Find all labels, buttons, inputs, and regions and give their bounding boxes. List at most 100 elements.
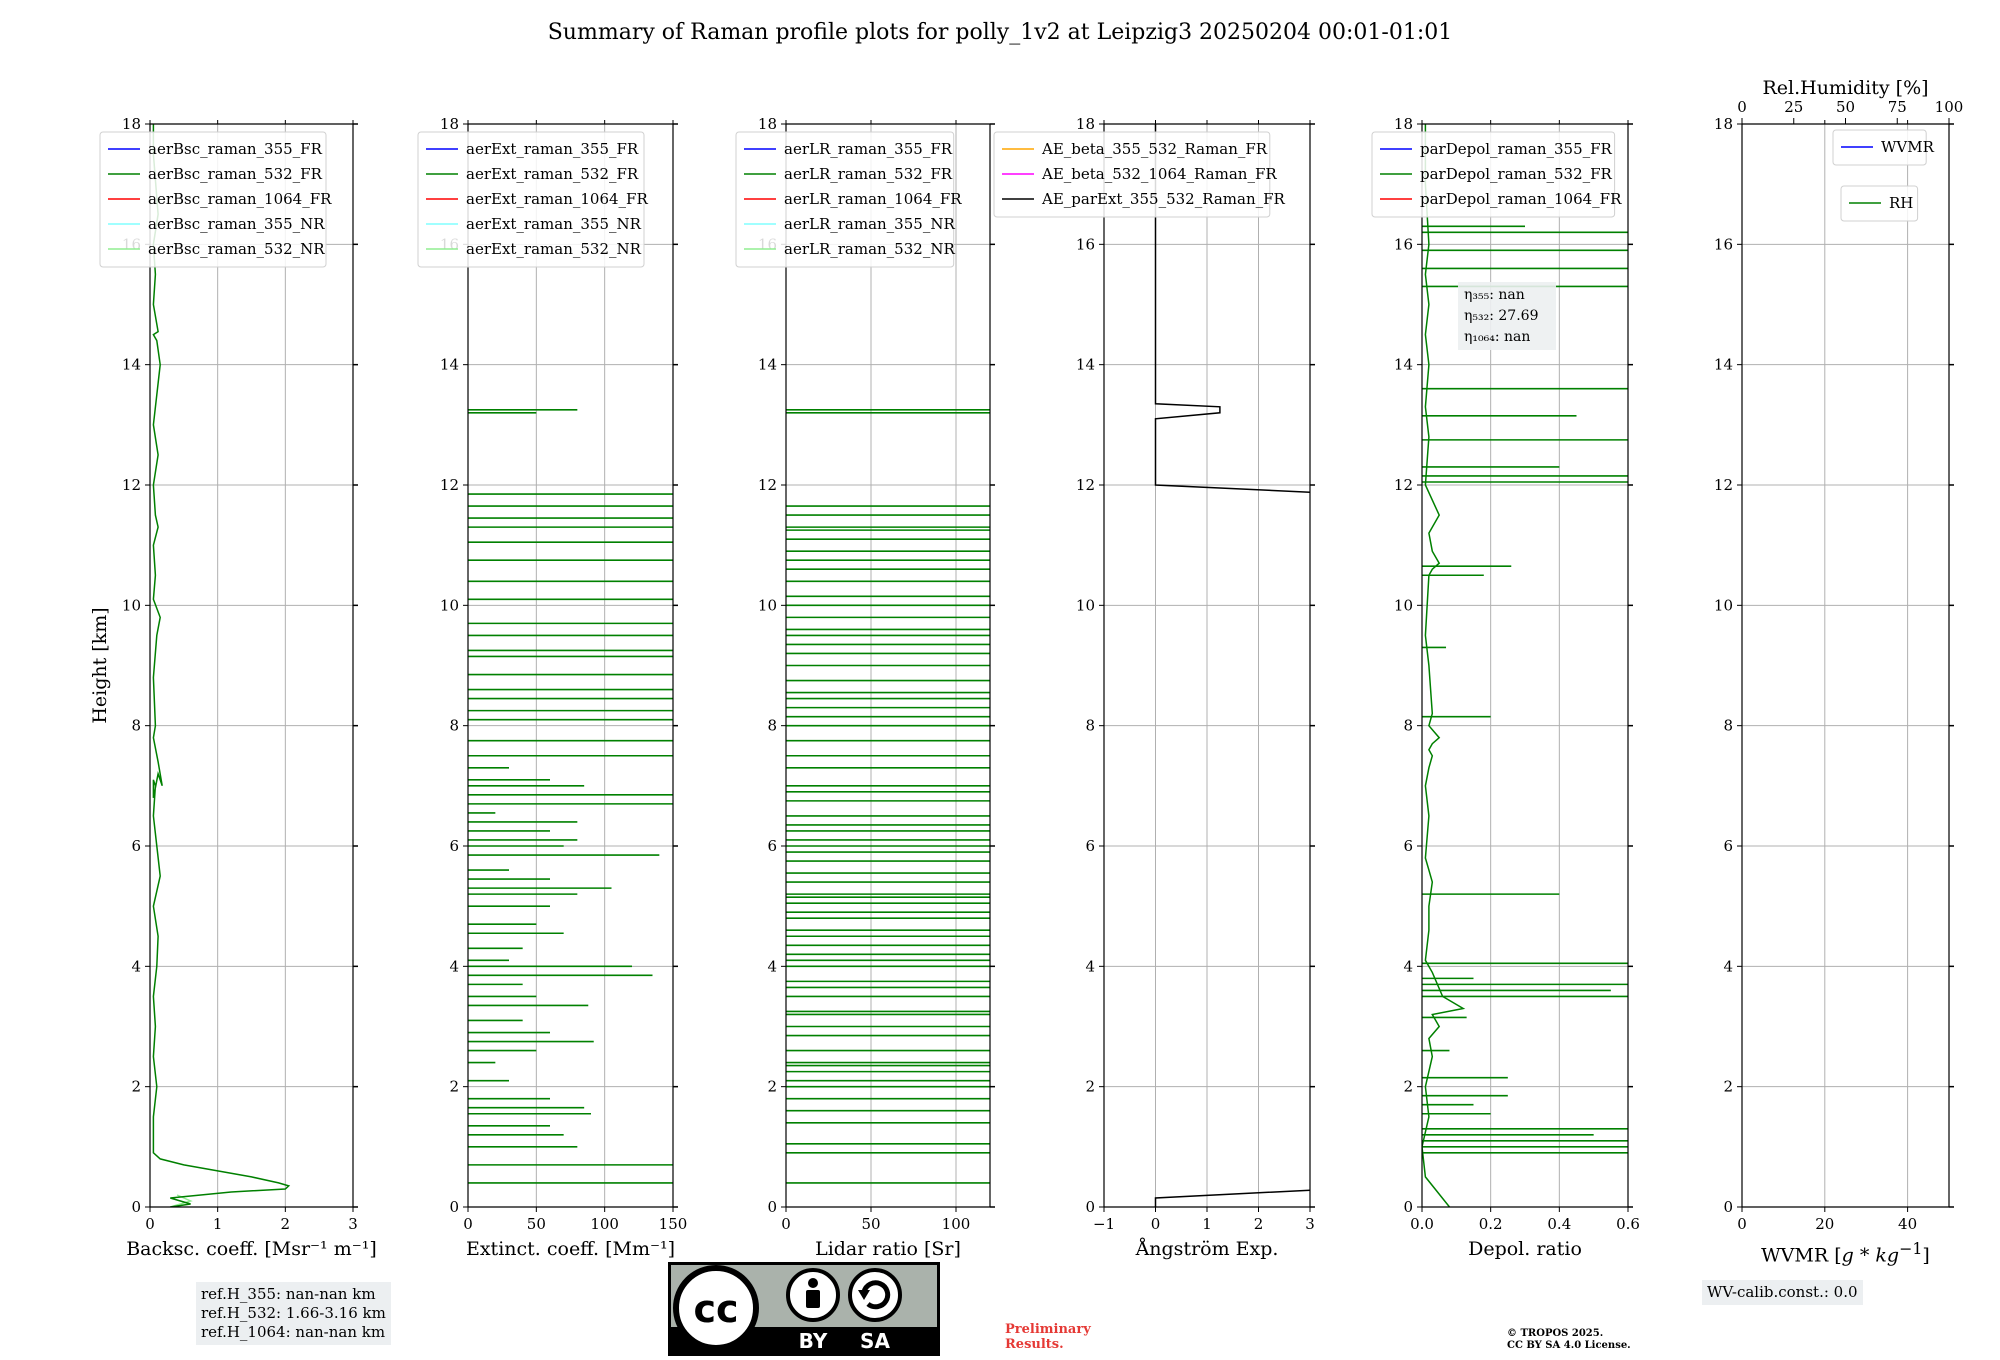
ytick-label: 18 (758, 115, 777, 133)
legend-ae (993, 131, 1271, 218)
eta-label: η₁₀₆₄: nan (1464, 329, 1530, 345)
ytick-label: 14 (1714, 356, 1733, 374)
ytick-label: 0 (767, 1198, 777, 1216)
xtick-label: 40 (1898, 1215, 1917, 1233)
ytick-label: 12 (758, 476, 777, 494)
ref-height-532: ref.H_532: 1.66-3.16 km (201, 1304, 386, 1322)
ytick-label: 2 (449, 1078, 459, 1096)
ytick-label: 0 (449, 1198, 459, 1216)
ytick-label: 0 (131, 1198, 141, 1216)
legend-label: aerBsc_raman_1064_FR (148, 190, 332, 208)
xtick-label: 0.6 (1616, 1215, 1640, 1233)
ytick-label: 8 (449, 717, 459, 735)
xtick-label: 20 (1815, 1215, 1834, 1233)
legend-label: AE_parExt_355_532_Raman_FR (1041, 190, 1286, 208)
legend-label: aerExt_raman_532_FR (466, 165, 639, 183)
legend-label: aerLR_raman_355_NR (784, 215, 955, 233)
ytick-label: 6 (449, 837, 459, 855)
series-bsc (152, 124, 291, 1207)
top-xtick-label: 75 (1888, 98, 1907, 116)
top-xlabel: Rel.Humidity [%] (1762, 77, 1928, 99)
ytick-label: 16 (1714, 235, 1733, 253)
legend-label: RH (1889, 194, 1913, 212)
xtick-label: 3 (1305, 1215, 1315, 1233)
ytick-label: 12 (1394, 476, 1413, 494)
xlabel-bsc: Backsc. coeff. [Msr⁻¹ m⁻¹] (126, 1238, 377, 1260)
legend-label: aerBsc_raman_355_FR (148, 140, 323, 158)
ytick-label: 6 (767, 837, 777, 855)
preliminary-line-1: Preliminary (1005, 1322, 1091, 1337)
legend-label: WVMR (1881, 138, 1935, 156)
by-label: BY (799, 1329, 828, 1353)
xlabel-depol: Depol. ratio (1468, 1238, 1582, 1260)
ytick-label: 8 (1085, 717, 1095, 735)
series-depol (1422, 124, 1466, 1207)
xtick-label: 100 (590, 1215, 619, 1233)
xlabel-ae: Ångström Exp. (1135, 1238, 1279, 1260)
eta-box (1458, 282, 1556, 350)
xtick-label: 50 (527, 1215, 546, 1233)
ytick-label: 12 (1076, 476, 1095, 494)
top-xtick-label: 25 (1784, 98, 1803, 116)
preliminary-line-2: Results. (1005, 1337, 1064, 1352)
ytick-label: 8 (1403, 717, 1413, 735)
ytick-label: 8 (1723, 717, 1733, 735)
ytick-label: 10 (1714, 596, 1733, 614)
ylabel: Height [km] (89, 607, 111, 723)
data-depol (1422, 124, 1628, 1207)
cc-logo-icon (673, 1265, 759, 1351)
legend-label: aerExt_raman_355_FR (466, 140, 639, 158)
xtick-label: 0 (145, 1215, 155, 1233)
ytick-label: 10 (758, 596, 777, 614)
ytick-label: 8 (767, 717, 777, 735)
xtick-label: 1 (213, 1215, 223, 1233)
xlabel-wv: WVMR [g * kg−1] (1761, 1239, 1930, 1266)
ytick-label: 12 (440, 476, 459, 494)
xtick-label: 100 (942, 1215, 971, 1233)
copyright-line-2: CC BY SA 4.0 License. (1507, 1340, 1631, 1351)
ytick-label: 0 (1085, 1198, 1095, 1216)
ytick-label: 16 (1394, 235, 1413, 253)
sa-share-arrow (861, 1280, 891, 1310)
ytick-label: 14 (122, 356, 141, 374)
ytick-label: 18 (122, 115, 141, 133)
ytick-label: 0 (1403, 1198, 1413, 1216)
ytick-label: 10 (1394, 596, 1413, 614)
sa-share-icon (848, 1268, 902, 1322)
data-ext (468, 408, 673, 1184)
ref-height-1064: ref.H_1064: nan-nan km (201, 1323, 386, 1341)
legend-wvmr (1832, 129, 1927, 166)
xtick-label: −1 (1093, 1215, 1115, 1233)
ytick-label: 18 (1394, 115, 1413, 133)
legend-label: aerExt_raman_355_NR (466, 215, 642, 233)
wv-calib-box: WV-calib.const.: 0.0 (1702, 1280, 1863, 1305)
ytick-label: 6 (131, 837, 141, 855)
ytick-label: 12 (122, 476, 141, 494)
ref-height-355: ref.H_355: nan-nan km (201, 1285, 376, 1303)
legend-label: aerExt_raman_532_NR (466, 240, 642, 258)
data-lr (786, 408, 990, 1184)
xtick-label: 0 (1151, 1215, 1161, 1233)
top-xtick-label: 100 (1935, 98, 1964, 116)
ytick-label: 2 (1085, 1078, 1095, 1096)
ytick-label: 10 (440, 596, 459, 614)
xtick-label: 2 (281, 1215, 291, 1233)
axes-ext: 024681012141618050100150Extinct. coeff. … (417, 115, 687, 1260)
legend-label: AE_beta_355_532_Raman_FR (1041, 140, 1268, 158)
legend-label: aerExt_raman_1064_FR (466, 190, 648, 208)
legend-ext (417, 131, 645, 268)
legend-label: aerLR_raman_532_FR (784, 165, 953, 183)
axes-depol: 0 2 4 6 8 10 12 14 16 18 0.0 0.2 0.4 0.6 Depol. ratio p… (1371, 115, 1640, 1260)
ytick-label: 2 (1403, 1078, 1413, 1096)
data-ae (1154, 124, 1310, 1207)
xtick-label: 2 (1254, 1215, 1264, 1233)
ytick-label: 18 (440, 115, 459, 133)
legend-label: aerLR_raman_355_FR (784, 140, 953, 158)
ytick-label: 0 (1723, 1198, 1733, 1216)
xtick-label: 0 (1737, 1215, 1747, 1233)
ytick-label: 8 (131, 717, 141, 735)
axes-bsc: 0246810121416180123Backsc. coeff. [Msr⁻¹… (89, 115, 377, 1260)
